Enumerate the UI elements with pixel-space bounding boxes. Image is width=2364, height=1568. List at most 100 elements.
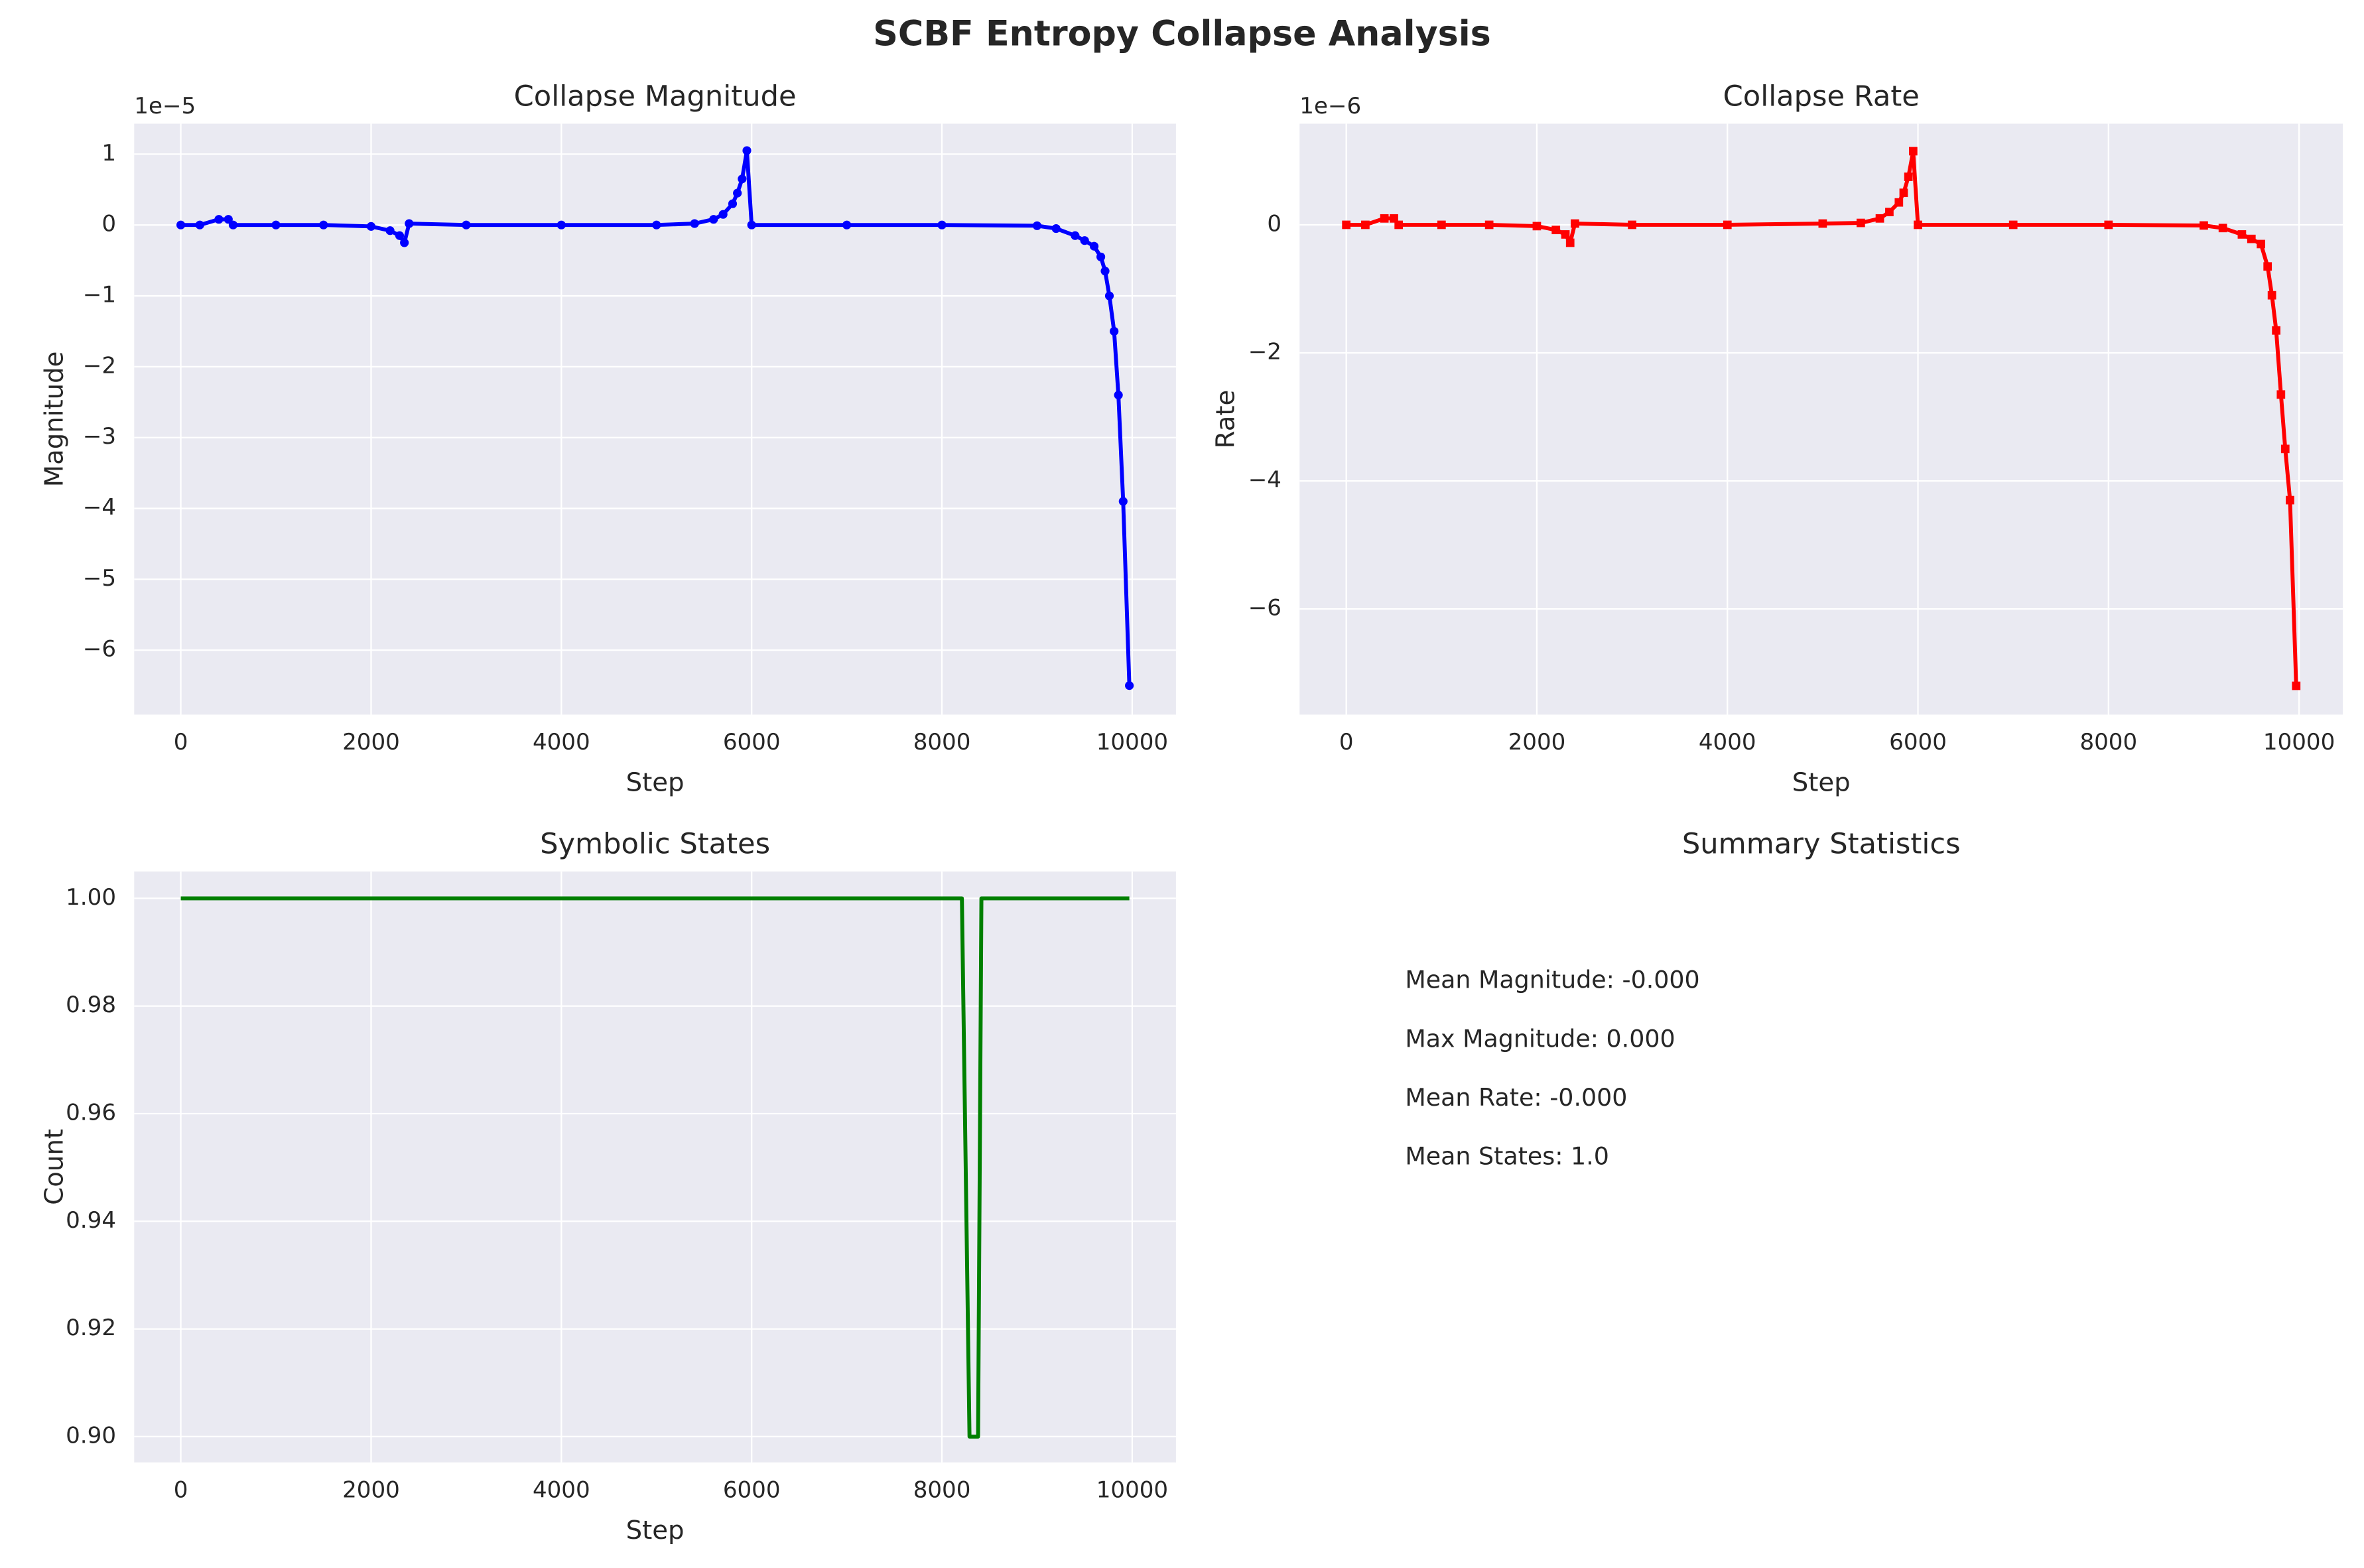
data-point (1856, 218, 1865, 228)
y-tick-label: 0 (101, 211, 116, 237)
data-point (1125, 681, 1134, 690)
data-point (2008, 220, 2018, 229)
x-axis-label: Step (1792, 768, 1851, 798)
data-point (319, 220, 328, 229)
y-tick-label: 0.92 (66, 1315, 116, 1341)
data-point (2257, 239, 2266, 249)
data-point (1885, 208, 1894, 217)
figure-title: SCBF Entropy Collapse Analysis (873, 14, 1491, 54)
data-point (2267, 291, 2276, 300)
data-point (1723, 220, 1732, 229)
data-point (1110, 326, 1119, 336)
data-point (2200, 221, 2208, 230)
x-tick-label: 10000 (1096, 729, 1168, 755)
summary-panel: Summary Statistics Mean Magnitude: -0.000… (1405, 828, 1960, 1171)
data-point (1904, 172, 1913, 181)
data-point (1390, 214, 1398, 223)
x-tick-label: 8000 (913, 729, 971, 755)
plot-background (1299, 123, 2343, 715)
y-axis-label: Count (40, 1129, 70, 1205)
data-point (1875, 214, 1884, 223)
x-tick-label: 6000 (723, 729, 781, 755)
y-tick-label: −6 (83, 636, 116, 663)
data-point (214, 215, 224, 224)
y-tick-label: 0.90 (66, 1422, 116, 1449)
x-tick-label: 10000 (1096, 1477, 1168, 1504)
data-point (738, 174, 747, 184)
data-point (405, 219, 414, 228)
y-offset-label: 1e−5 (134, 93, 196, 119)
y-tick-label: −4 (83, 494, 116, 521)
axes-title: Collapse Rate (1723, 80, 1920, 113)
axes: 0 2000 4000 6000 8000 10000 −6 −5 −4 −3 −2 −1 0 1 Coll… (40, 80, 1176, 798)
x-tick-label: 10000 (2263, 729, 2335, 755)
x-tick-label: 4000 (1699, 729, 1756, 755)
data-point (1628, 220, 1636, 229)
data-point (1114, 391, 1123, 400)
data-point (1532, 222, 1542, 231)
plot-background (134, 871, 1176, 1463)
data-point (937, 220, 947, 229)
data-point (709, 215, 718, 224)
x-axis-label: Step (626, 768, 685, 798)
data-point (1051, 224, 1061, 233)
summary-line: Mean States: 1.0 (1405, 1142, 1609, 1171)
data-point (400, 238, 409, 247)
data-point (1342, 220, 1351, 229)
data-point (747, 220, 756, 229)
data-point (2292, 681, 2301, 690)
data-point (1361, 220, 1370, 229)
y-tick-label: 1 (101, 140, 116, 166)
y-tick-label: −1 (83, 282, 116, 308)
data-point (1437, 220, 1446, 229)
y-tick-label: 0 (1267, 210, 1281, 237)
data-point (1571, 219, 1579, 228)
data-point (2280, 444, 2290, 454)
data-point (195, 220, 204, 229)
data-point (2276, 390, 2286, 399)
x-tick-label: 0 (174, 1477, 188, 1504)
data-point (1908, 147, 1918, 156)
y-tick-label: 1.00 (66, 884, 116, 911)
x-axis-label: Step (626, 1516, 685, 1545)
data-point (385, 226, 395, 235)
x-tick-label: 4000 (533, 1477, 590, 1504)
y-tick-label: −6 (1248, 595, 1281, 621)
axes: 0 2000 4000 6000 8000 10000 0.90 0.92 0.94 0.96 0.… (40, 828, 1176, 1545)
data-point (1894, 198, 1904, 207)
y-axis-label: Magnitude (40, 352, 70, 488)
data-point (1899, 188, 1908, 198)
data-point (718, 210, 728, 219)
summary-line: Max Magnitude: 0.000 (1405, 1024, 1675, 1053)
data-point (1394, 220, 1404, 229)
y-tick-label: 0.98 (66, 992, 116, 1018)
data-point (842, 220, 852, 229)
data-point (1100, 267, 1110, 276)
data-point (1551, 226, 1561, 235)
data-point (1484, 220, 1494, 229)
data-point (2286, 495, 2294, 505)
y-tick-label: −2 (1248, 339, 1281, 365)
data-point (176, 220, 186, 229)
data-point (2218, 224, 2227, 233)
summary-line: Mean Magnitude: -0.000 (1405, 966, 1699, 994)
data-point (690, 219, 699, 228)
data-point (2237, 230, 2247, 239)
y-tick-label: −5 (83, 565, 116, 592)
x-tick-label: 2000 (1508, 729, 1566, 755)
x-tick-label: 0 (1339, 729, 1354, 755)
y-tick-label: 0.96 (66, 1099, 116, 1126)
data-point (271, 220, 281, 229)
x-tick-label: 6000 (723, 1477, 781, 1504)
data-point (1104, 291, 1114, 300)
y-offset-label: 1e−6 (1299, 93, 1361, 119)
y-tick-label: −2 (83, 352, 116, 379)
data-point (2104, 220, 2113, 229)
data-point (1089, 241, 1099, 251)
data-point (2263, 262, 2272, 271)
data-point (733, 188, 742, 198)
summary-line: Mean Rate: -0.000 (1405, 1083, 1627, 1112)
data-point (1071, 231, 1080, 240)
